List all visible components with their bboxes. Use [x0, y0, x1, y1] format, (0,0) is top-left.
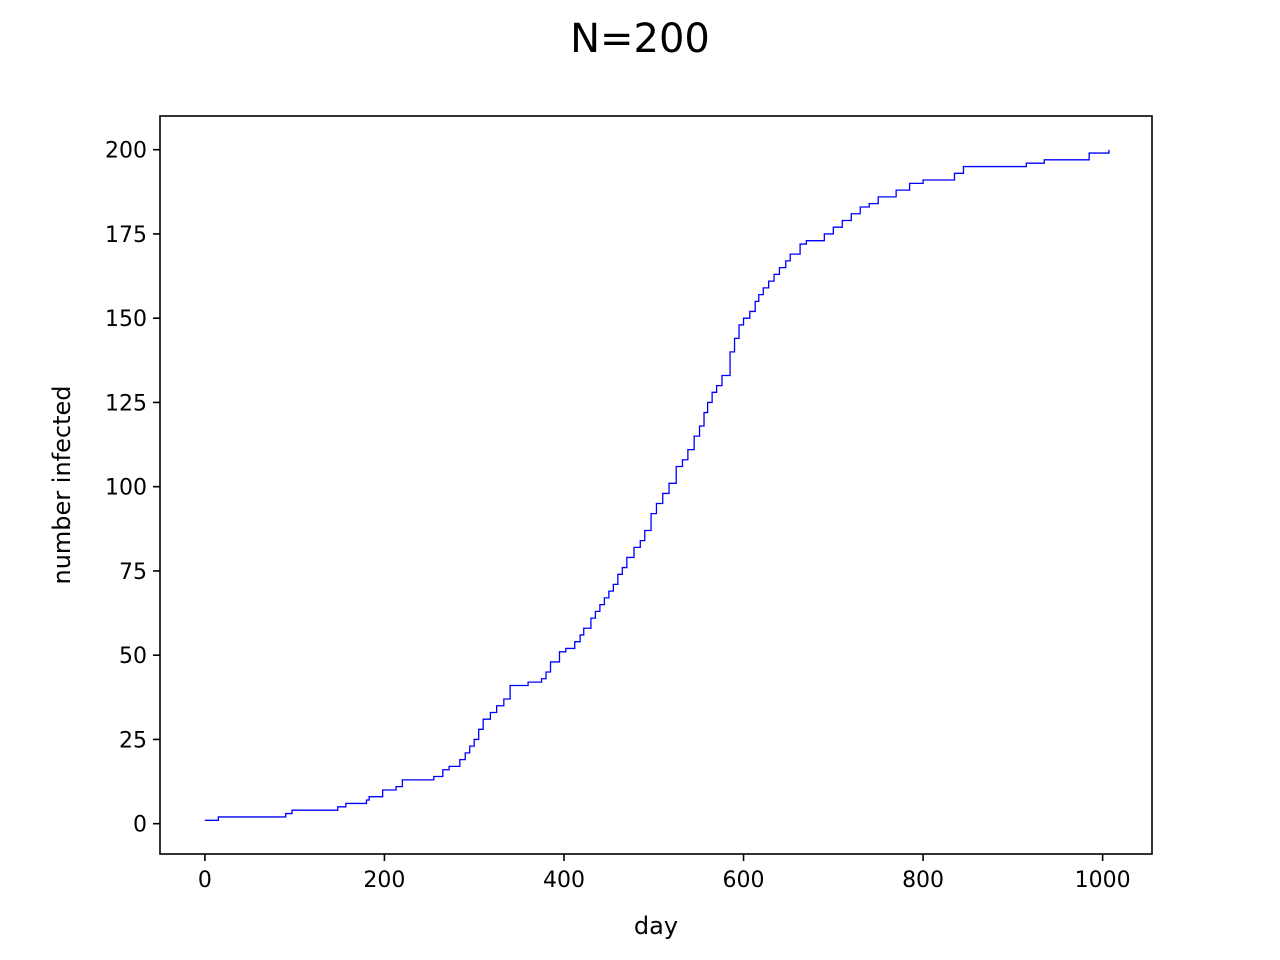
x-tick-label: 200	[363, 868, 405, 893]
axes-frame	[159, 115, 1153, 855]
y-tick-label: 150	[105, 307, 147, 332]
y-axis-ticks: 0 25 50 75 100 125 150 175 200	[105, 139, 160, 838]
chart-title: N=200	[570, 16, 710, 62]
x-tick-label: 400	[543, 868, 585, 893]
y-tick-label: 200	[105, 139, 147, 164]
plot-area: 0 200 400 600 800 1000 0 25 50 75 100 125 150 175 200	[105, 115, 1153, 893]
y-tick-label: 175	[105, 223, 147, 248]
y-axis-label: number infected	[48, 386, 76, 585]
y-tick-label: 75	[119, 560, 147, 585]
series-line	[204, 149, 1110, 821]
y-tick-label: 50	[119, 644, 147, 669]
x-axis-label: day	[634, 912, 678, 940]
y-tick-label: 100	[105, 476, 147, 501]
x-axis-ticks: 0 200 400 600 800 1000	[198, 854, 1131, 893]
y-tick-label: 0	[133, 813, 147, 838]
y-tick-label: 25	[119, 728, 147, 753]
series-layer	[204, 149, 1110, 821]
x-tick-label: 1000	[1075, 868, 1131, 893]
y-tick-label: 125	[105, 391, 147, 416]
x-tick-label: 800	[902, 868, 944, 893]
x-tick-label: 600	[723, 868, 765, 893]
x-tick-label: 0	[198, 868, 212, 893]
